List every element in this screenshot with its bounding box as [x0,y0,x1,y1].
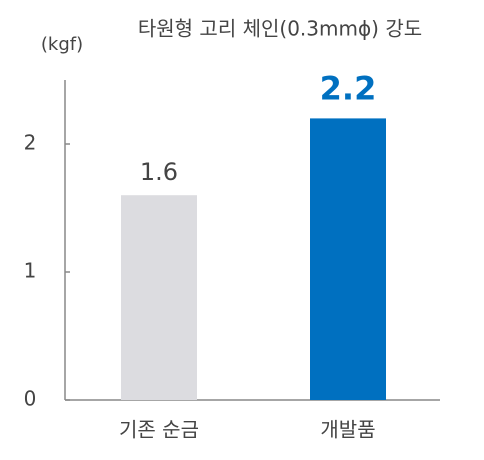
y-tick-label: 1 [24,259,37,283]
value-label: 2.2 [320,69,377,107]
bar [121,195,197,400]
y-axis-label: (kgf) [41,34,83,55]
y-tick-label: 2 [24,131,37,155]
bar [310,118,386,401]
chart-title: 타원형 고리 체인(0.3mmϕ) 강도 [138,17,422,41]
x-tick-label: 개발품 [320,418,375,442]
x-tick-label: 기존 순금 [119,418,199,442]
value-label: 1.6 [140,158,178,186]
y-tick-label: 0 [24,387,37,411]
